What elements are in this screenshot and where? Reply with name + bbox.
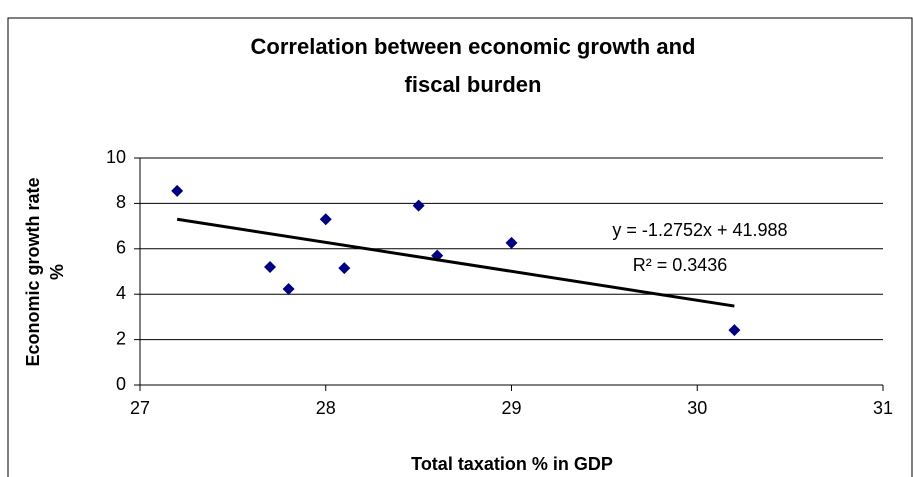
data-point: [171, 184, 184, 197]
trendline-equation: y = -1.2752x + 41.988: [612, 220, 787, 240]
data-point: [338, 262, 351, 275]
data-point: [505, 236, 518, 249]
chart-title: Correlation between economic growth and: [251, 34, 696, 59]
x-tick-label: 31: [873, 398, 893, 418]
x-tick-label: 27: [130, 398, 150, 418]
data-point: [264, 260, 277, 273]
data-point: [282, 282, 295, 295]
trendline-r-squared: R² = 0.3436: [633, 255, 728, 275]
y-tick-label: 10: [106, 147, 126, 167]
y-tick-label: 2: [116, 328, 126, 348]
y-tick-label: 0: [116, 374, 126, 394]
y-tick-label: 8: [116, 192, 126, 212]
x-axis-label: Total taxation % in GDP: [411, 454, 613, 474]
chart-title: fiscal burden: [405, 72, 542, 97]
x-tick-label: 30: [687, 398, 707, 418]
chart-border: [7, 17, 913, 477]
data-point: [319, 213, 332, 226]
x-tick-label: 28: [316, 398, 336, 418]
data-point: [728, 324, 741, 337]
y-axis-label: %: [47, 264, 67, 280]
x-tick-label: 29: [501, 398, 521, 418]
y-tick-label: 6: [116, 238, 126, 258]
trendline: [176, 217, 735, 308]
y-axis-label: Economic growth rate: [23, 177, 43, 366]
data-point: [412, 199, 425, 212]
y-tick-label: 4: [116, 283, 126, 303]
